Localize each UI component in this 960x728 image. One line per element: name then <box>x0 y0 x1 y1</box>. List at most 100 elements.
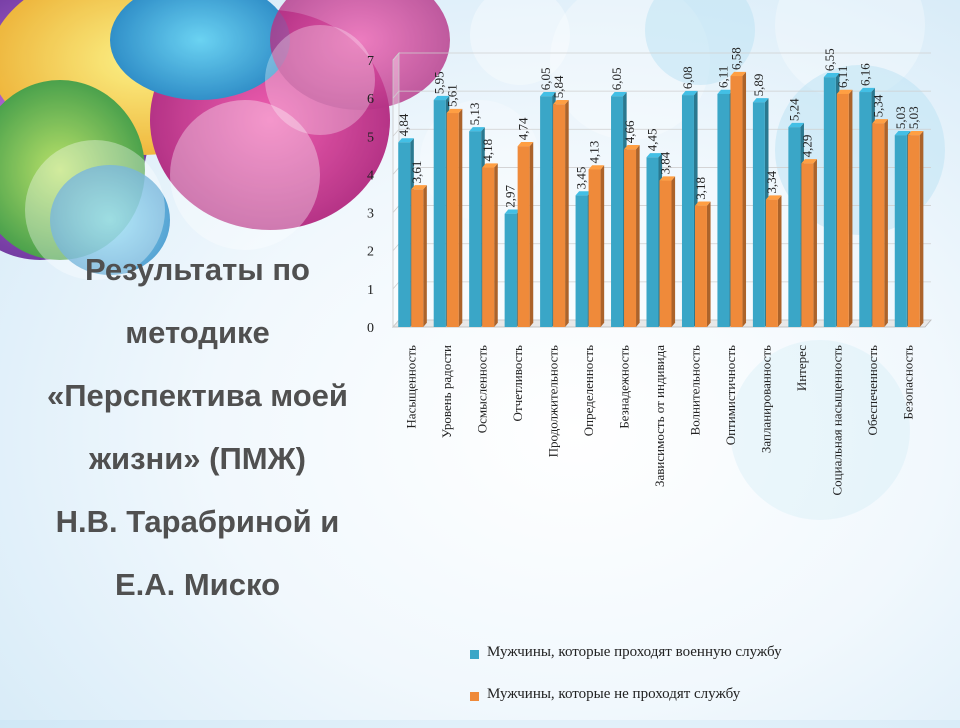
bar-series-1 <box>717 93 730 327</box>
title-line: «Перспектива моей <box>47 378 348 413</box>
bar-series-1 <box>504 213 517 327</box>
y-tick-label: 7 <box>367 54 374 69</box>
bar-top-face <box>575 191 592 196</box>
bar-top-face <box>659 176 676 181</box>
title-line: методике <box>125 315 270 350</box>
bar-series-1 <box>788 127 801 327</box>
bar-series-2 <box>659 180 672 327</box>
bar-top-face <box>717 89 734 94</box>
data-label: 5,24 <box>786 98 801 121</box>
bar-top-face <box>540 92 556 97</box>
data-label: 4,18 <box>480 139 495 162</box>
bar-top-face <box>823 72 840 78</box>
bar-series-2 <box>446 113 459 327</box>
bar-series-2 <box>801 163 814 327</box>
slide-title: Результаты по методике «Перспектива моей… <box>20 238 375 616</box>
bar-series-1 <box>894 135 907 327</box>
y-tick-label: 0 <box>367 321 374 336</box>
x-tick-label: Насыщенность <box>404 345 419 429</box>
data-label: 4,13 <box>587 141 602 164</box>
y-tick-label: 4 <box>367 168 374 183</box>
data-label: 3,18 <box>693 177 708 200</box>
bar-top-face <box>646 153 663 158</box>
x-tick-label: Оптимистичность <box>723 345 738 445</box>
data-label: 6,16 <box>857 63 872 86</box>
bar-series-1 <box>681 95 694 327</box>
bar-series-2 <box>482 167 495 327</box>
bar-series-1 <box>859 92 872 327</box>
data-label: 5,34 <box>870 94 885 117</box>
bar-top-face <box>730 71 747 77</box>
bar-side-face <box>777 195 782 327</box>
data-label: 4,74 <box>516 117 531 140</box>
data-label: 5,03 <box>893 106 908 129</box>
bar-side-face <box>848 89 853 327</box>
bar-top-face <box>788 122 804 128</box>
bar-top-face <box>907 130 924 136</box>
x-tick-label: Определенность <box>581 345 596 436</box>
bar-series-1 <box>752 102 765 328</box>
bar-top-face <box>517 142 534 147</box>
data-label: 6,11 <box>715 66 730 88</box>
x-tick-label: Продолжительность <box>546 345 561 457</box>
bar-series-2 <box>517 146 530 327</box>
bar-series-1 <box>398 142 411 327</box>
bar-side-face <box>919 130 924 327</box>
data-label: 6,05 <box>609 67 624 90</box>
bar-series-1 <box>823 77 836 328</box>
bar-top-face <box>694 201 711 206</box>
x-tick-label: Отчетливость <box>510 345 525 422</box>
legend-label-series-1: Мужчины, которые проходят военную службу <box>487 644 782 660</box>
bar-series-2 <box>907 135 920 327</box>
bar-top-face <box>446 108 463 114</box>
data-label: 3,84 <box>658 151 673 174</box>
data-label: 5,89 <box>751 74 766 97</box>
x-tick-label: Уровень радости <box>439 345 454 438</box>
bar-top-face <box>801 159 817 164</box>
x-tick-label: Обеспеченность <box>865 345 880 436</box>
bar-top-face <box>433 95 450 101</box>
bar-series-2 <box>730 76 743 328</box>
bar-side-face <box>742 71 747 327</box>
data-label: 3,45 <box>574 167 589 190</box>
bar-top-face <box>894 130 911 136</box>
data-label: 6,11 <box>835 66 850 88</box>
bar-side-face <box>529 142 534 327</box>
data-label: 3,61 <box>409 161 424 184</box>
bar-top-face <box>411 185 427 190</box>
bar-top-face <box>836 89 853 94</box>
bar-side-face <box>813 159 817 327</box>
bar-top-face <box>611 92 627 97</box>
bar-side-face <box>458 108 463 327</box>
bar-side-face <box>565 100 569 327</box>
bar-side-face <box>884 119 888 327</box>
data-label: 6,55 <box>822 48 837 71</box>
bar-top-face <box>765 195 782 200</box>
bar-top-face <box>624 145 640 150</box>
bar-series-1 <box>646 157 659 327</box>
title-line: Е.А. Миско <box>114 567 281 602</box>
x-tick-label: Волнительность <box>687 345 702 436</box>
data-label: 6,08 <box>680 66 695 89</box>
bar-top-face <box>752 98 769 103</box>
bar-series-1 <box>433 100 446 327</box>
x-tick-label: Безопасность <box>900 345 915 420</box>
y-tick-label: 1 <box>367 283 374 298</box>
bar-top-face <box>588 165 605 170</box>
legend-swatch-series-2 <box>470 692 479 701</box>
x-tick-label: Безнадежность <box>617 345 632 429</box>
data-label: 5,61 <box>445 84 460 107</box>
bar-side-face <box>600 165 605 327</box>
bar-series-1 <box>540 96 553 327</box>
bar-series-1 <box>611 96 624 327</box>
gridline <box>392 52 931 61</box>
data-label: 4,29 <box>799 135 814 158</box>
data-label: 5,84 <box>551 75 566 98</box>
y-tick-label: 5 <box>367 130 374 145</box>
data-label: 5,03 <box>906 106 921 129</box>
x-tick-label: Социальная насыщенность <box>829 345 844 496</box>
data-label: 5,13 <box>467 103 482 126</box>
bar-series-1 <box>575 195 588 327</box>
bar-series-2 <box>553 104 566 327</box>
